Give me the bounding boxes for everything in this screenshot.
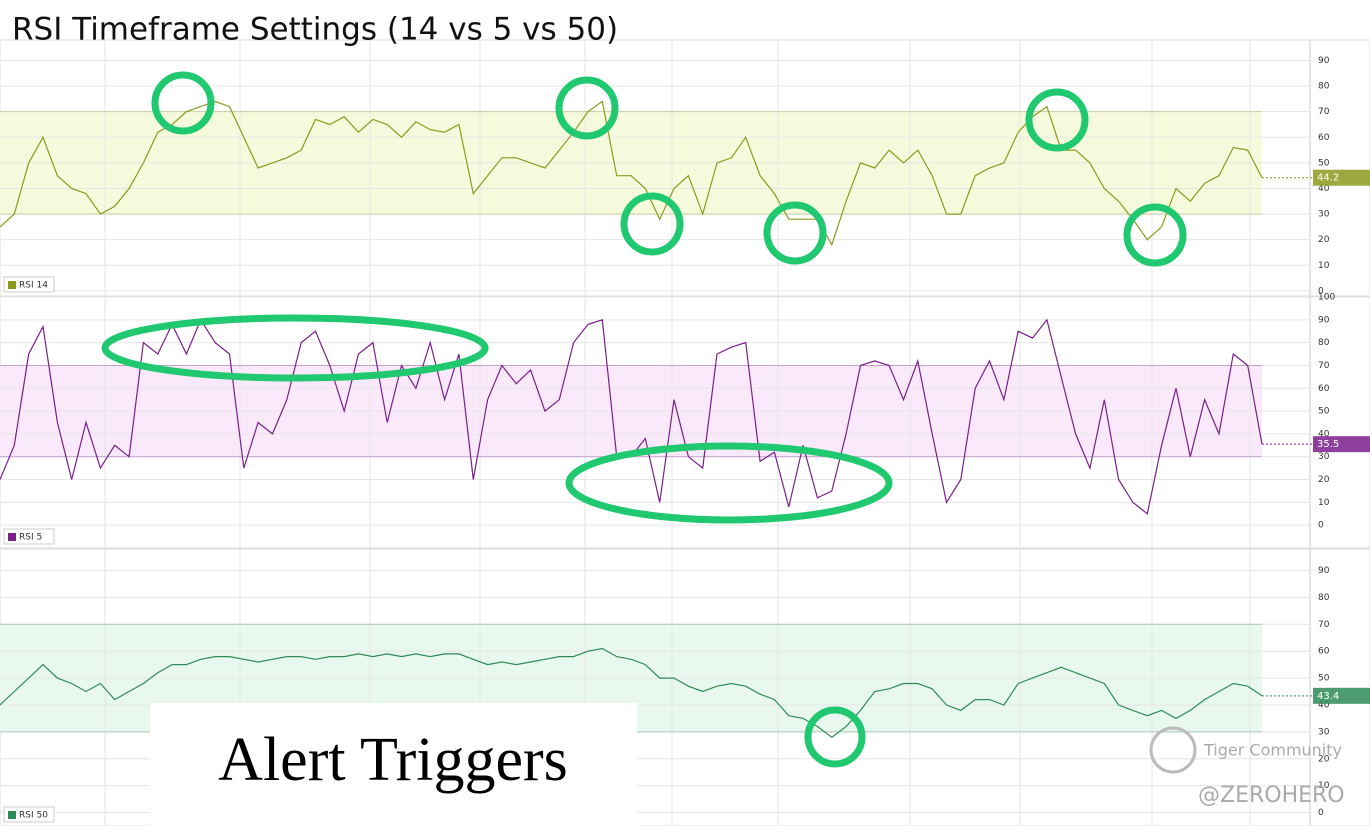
annotation-box — [150, 703, 637, 826]
marker — [555, 76, 619, 140]
legend-box — [3, 806, 55, 823]
marker — [1123, 203, 1187, 267]
last-value-label: 35.5 — [1317, 439, 1339, 450]
y-tick-label: 70 — [1318, 107, 1330, 117]
y-tick-label: 70 — [1318, 620, 1330, 630]
y-tick-label: 40 — [1318, 429, 1330, 439]
y-tick-label: 0 — [1318, 286, 1324, 296]
legend-swatch — [8, 811, 16, 819]
marker — [620, 192, 684, 256]
marker — [101, 314, 489, 382]
y-tick-label: 50 — [1318, 674, 1330, 684]
y-tick-label: 30 — [1318, 210, 1330, 220]
last-value-box — [1313, 687, 1370, 704]
y-tick-label: 30 — [1318, 727, 1330, 737]
alert-markers — [101, 71, 1187, 768]
last-value-box — [1313, 169, 1370, 186]
y-tick-label: 90 — [1318, 315, 1330, 325]
last-value-label: 44.2 — [1317, 173, 1339, 184]
y-tick-label: 60 — [1318, 384, 1330, 394]
last-value-box — [1313, 436, 1370, 453]
legend-box — [3, 276, 55, 293]
legend: RSI 14 — [3, 276, 55, 293]
watermark: Tiger Community — [1203, 741, 1342, 760]
y-tick-label: 0 — [1318, 808, 1324, 818]
legend: RSI 50 — [3, 806, 55, 823]
y-tick-label: 0 — [1318, 521, 1324, 531]
marker — [1025, 88, 1089, 152]
watermark: @ZEROHERO — [1198, 783, 1345, 808]
y-tick-label: 80 — [1318, 82, 1330, 92]
annotation: Alert Triggers — [218, 726, 568, 794]
y-tick-label: 90 — [1318, 566, 1330, 576]
last-value-label: 43.4 — [1317, 691, 1339, 702]
marker — [763, 201, 827, 265]
legend-swatch — [8, 533, 16, 541]
y-tick-label: 70 — [1318, 361, 1330, 371]
series-line — [0, 647, 1263, 739]
y-tick-label: 50 — [1318, 158, 1330, 168]
y-tick-label: 10 — [1318, 781, 1330, 791]
panels: 0 10 20 30 40 50 60 70 80 90 44.2 RSI 14 0 10 20 30 40 50… — [0, 39, 1370, 826]
y-tick-label: 100 — [1318, 293, 1335, 303]
marker — [151, 71, 215, 135]
legend-swatch — [8, 281, 16, 289]
legend-label: RSI 14 — [19, 281, 48, 291]
watermark-logo — [1149, 726, 1197, 774]
y-tick-label: 60 — [1318, 647, 1330, 657]
y-tick-label: 40 — [1318, 700, 1330, 710]
y-tick-label: 90 — [1318, 56, 1330, 66]
legend-label: RSI 50 — [19, 811, 48, 821]
y-tick-label: 30 — [1318, 452, 1330, 462]
legend-box — [3, 528, 55, 545]
marker — [804, 706, 866, 768]
legend: RSI 5 — [3, 528, 55, 545]
y-tick-label: 10 — [1318, 261, 1330, 271]
y-tick-label: 20 — [1318, 754, 1330, 764]
y-tick-label: 20 — [1318, 235, 1330, 245]
y-tick-label: 80 — [1318, 338, 1330, 348]
chart-title: RSI Timeframe Settings (14 vs 5 vs 50) — [12, 12, 618, 48]
legend-label: RSI 5 — [19, 533, 42, 543]
y-tick-label: 10 — [1318, 498, 1330, 508]
y-tick-label: 60 — [1318, 133, 1330, 143]
y-tick-label: 50 — [1318, 407, 1330, 417]
y-tick-label: 20 — [1318, 475, 1330, 485]
marker — [565, 442, 893, 524]
y-tick-label: 80 — [1318, 593, 1330, 603]
y-tick-label: 40 — [1318, 184, 1330, 194]
